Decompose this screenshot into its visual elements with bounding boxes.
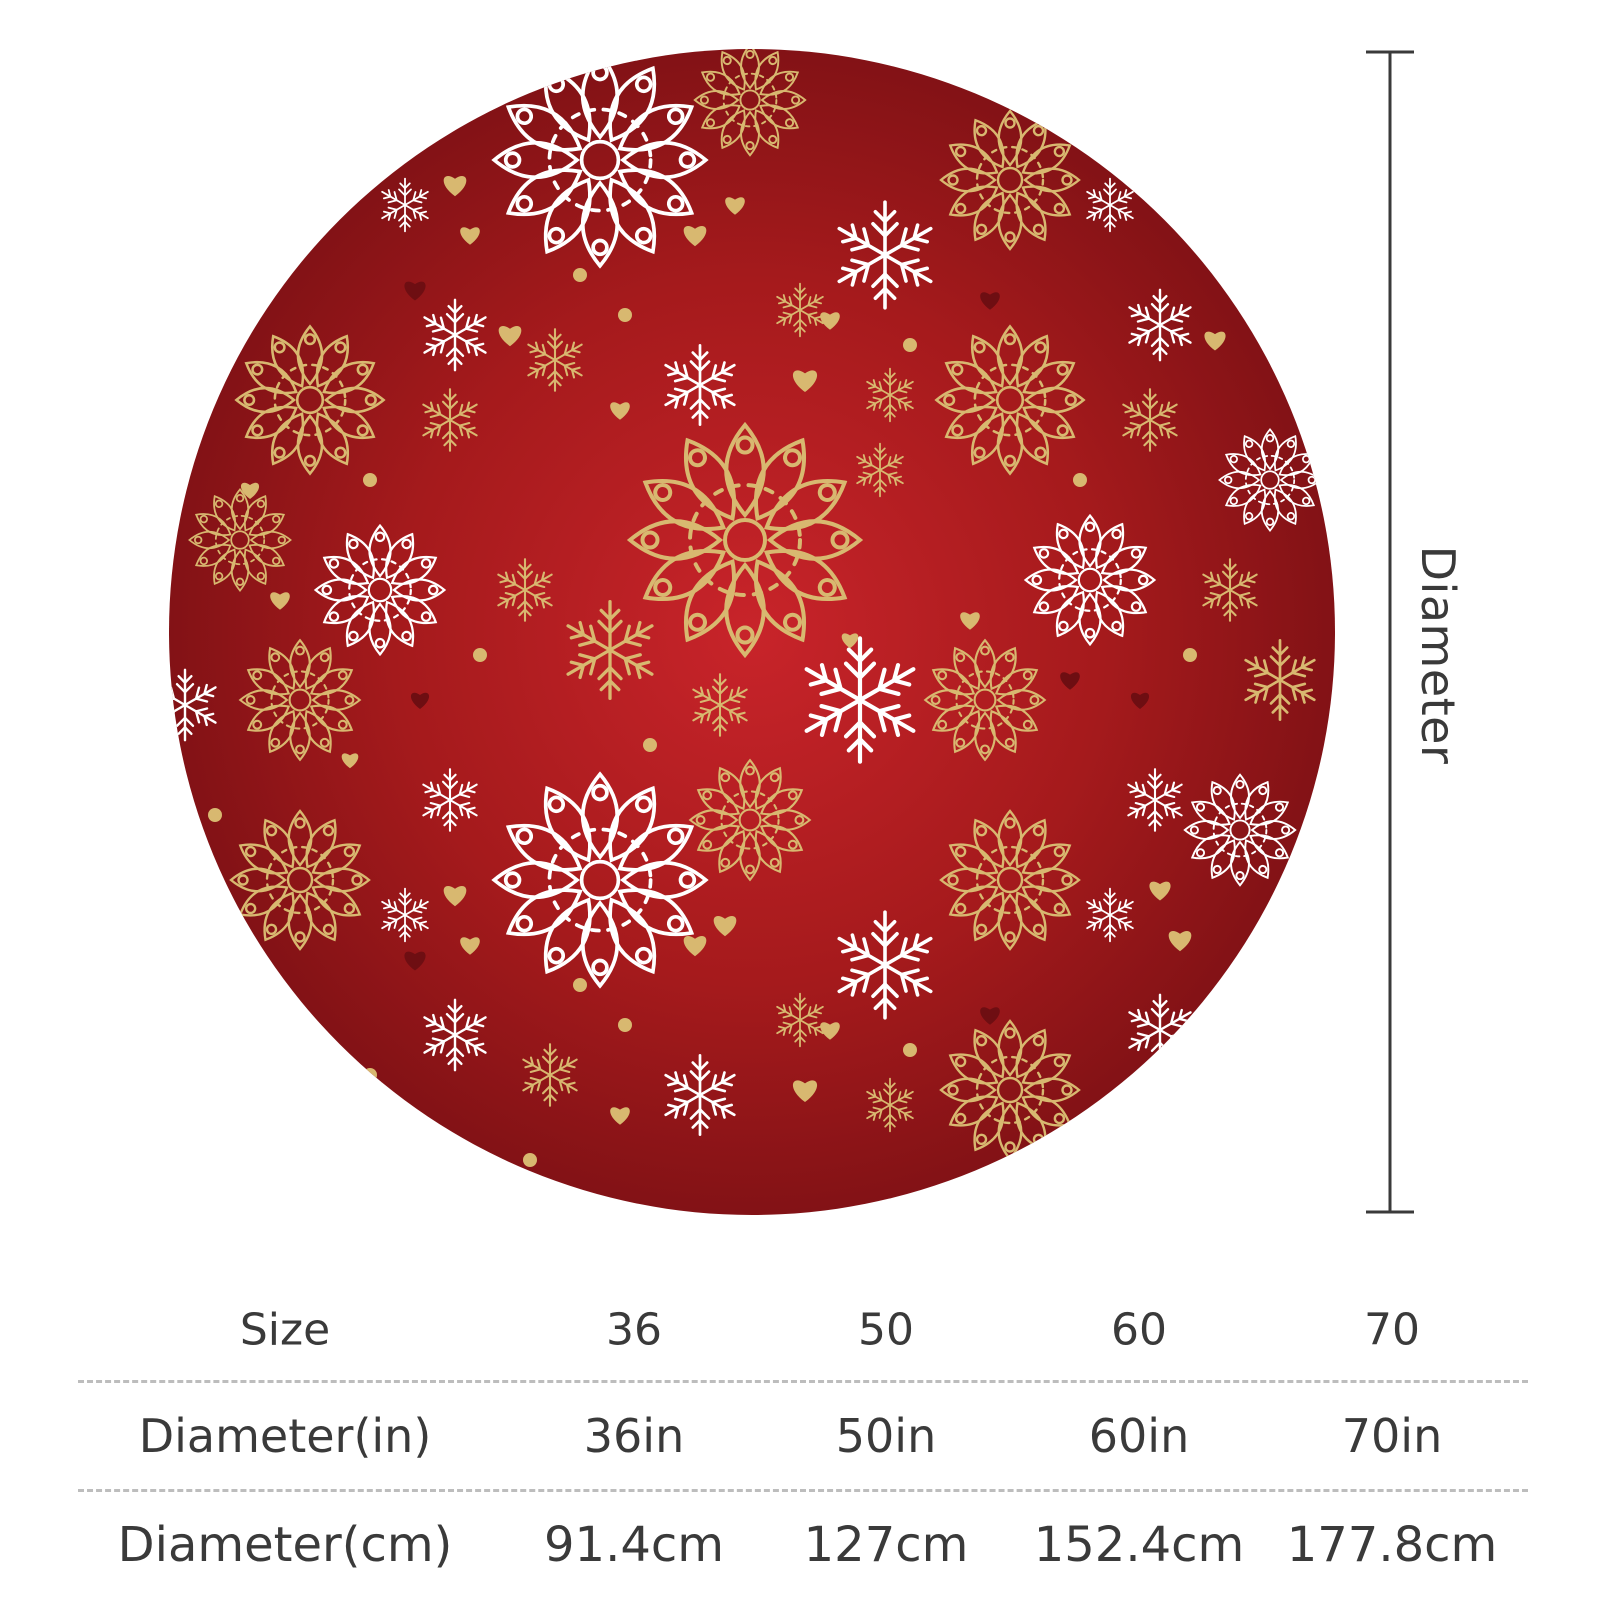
star-dot-icon [363,1068,377,1082]
star-dot-icon [573,978,587,992]
diameter-in-cell: 50in [835,1409,937,1463]
star-dot-icon [473,648,487,662]
diameter-cm-cell: 91.4cm [543,1517,725,1573]
row-header-diameter-in: Diameter(in) [138,1409,432,1463]
diameter-in-cell: 60in [1088,1409,1190,1463]
size-cell: 36 [606,1304,662,1356]
star-dot-icon [573,268,587,282]
star-dot-icon [903,338,917,352]
size-row: Size 36 50 60 70 [78,1280,1528,1380]
star-dot-icon [1183,648,1197,662]
diameter-cm-cell: 152.4cm [1033,1517,1245,1573]
size-cell: 50 [858,1304,914,1356]
row-divider [78,1380,1528,1383]
size-cell: 60 [1111,1304,1167,1356]
star-dot-icon [903,1043,917,1057]
star-dot-icon [363,473,377,487]
row-header-size: Size [239,1304,331,1356]
row-divider [78,1489,1528,1492]
diameter-in-row: Diameter(in) 36in 50in 60in 70in [78,1383,1528,1489]
row-header-diameter-cm: Diameter(cm) [117,1517,453,1573]
diameter-in-cell: 70in [1341,1409,1443,1463]
size-cell: 70 [1364,1304,1420,1356]
product-image-area: Diameter [169,49,1465,1215]
star-dot-icon [1068,1153,1082,1167]
star-dot-icon [643,738,657,752]
diameter-cm-cell: 127cm [803,1517,969,1573]
diameter-indicator [1366,50,1414,1214]
diameter-cm-cell: 177.8cm [1286,1517,1498,1573]
star-dot-icon [523,1153,537,1167]
diameter-in-cell: 36in [583,1409,685,1463]
star-dot-icon [208,808,222,822]
diameter-cm-row: Diameter(cm) 91.4cm 127cm 152.4cm 177.8c… [78,1492,1528,1598]
diameter-label: Diameter [1411,545,1465,765]
star-dot-icon [618,1018,632,1032]
star-dot-icon [1073,473,1087,487]
size-table: Size 36 50 60 70 Diameter(in) 36in 50in … [78,1280,1528,1598]
star-dot-icon [618,308,632,322]
round-rug-image [169,49,1414,1215]
